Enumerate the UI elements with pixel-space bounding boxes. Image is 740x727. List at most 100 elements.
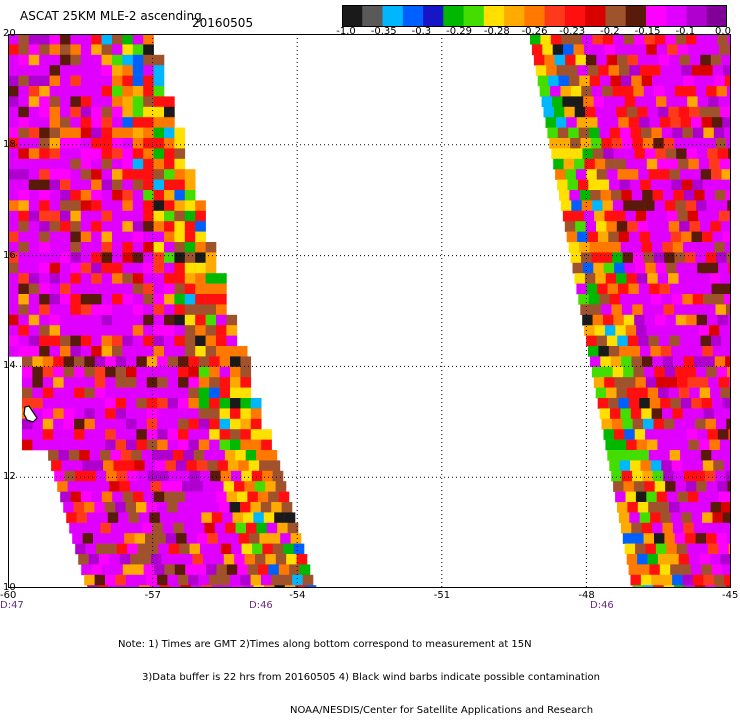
scatterometer-cell xyxy=(29,169,40,180)
scatterometer-cell xyxy=(608,398,619,409)
scatterometer-cell xyxy=(635,96,646,107)
scatterometer-cell xyxy=(574,44,585,55)
scatterometer-cell xyxy=(633,252,644,263)
scatterometer-cell xyxy=(60,263,71,274)
scatterometer-cell xyxy=(573,96,584,107)
scatterometer-cell xyxy=(185,252,196,263)
scatterometer-cell xyxy=(634,34,645,45)
scatterometer-cell xyxy=(143,232,154,243)
scatterometer-cell xyxy=(112,221,123,232)
scatterometer-cell xyxy=(83,533,94,544)
scatterometer-cell xyxy=(678,159,689,170)
scatterometer-cell xyxy=(95,367,106,378)
scatterometer-cell xyxy=(646,96,657,107)
scatterometer-cell xyxy=(237,492,248,503)
scatterometer-cell xyxy=(592,34,603,45)
scatterometer-cell xyxy=(161,554,172,565)
scatterometer-cell xyxy=(81,117,92,128)
scatterometer-cell xyxy=(133,294,144,305)
scatterometer-cell xyxy=(613,34,624,45)
scatterometer-cell xyxy=(175,564,186,575)
scatterometer-cell xyxy=(219,575,230,586)
scatterometer-cell xyxy=(29,263,40,274)
scatterometer-cell xyxy=(8,211,19,222)
scatterometer-cell xyxy=(8,346,19,357)
scatterometer-cell xyxy=(84,419,95,430)
scatterometer-cell xyxy=(50,76,61,87)
scatterometer-cell xyxy=(206,263,217,274)
scatterometer-cell xyxy=(677,377,688,388)
scatterometer-cell xyxy=(666,96,677,107)
scatterometer-cell xyxy=(105,356,116,367)
scatterometer-cell xyxy=(50,294,61,305)
scatterometer-cell xyxy=(610,128,621,139)
scatterometer-cell xyxy=(241,471,252,482)
scatterometer-cell xyxy=(679,107,690,118)
scatterometer-cell xyxy=(139,512,150,523)
scatterometer-cell xyxy=(8,107,19,118)
scatterometer-cell xyxy=(720,273,731,284)
scatterometer-cell xyxy=(126,367,137,378)
scatterometer-cell xyxy=(50,128,61,139)
scatterometer-cell xyxy=(81,346,92,357)
scatterometer-cell xyxy=(91,55,102,66)
scatterometer-cell xyxy=(29,190,40,201)
scatterometer-cell xyxy=(682,460,693,471)
scatterometer-cell xyxy=(32,356,43,367)
scatterometer-cell xyxy=(670,284,681,295)
scatterometer-cell xyxy=(705,138,716,149)
scatterometer-cell xyxy=(68,481,79,492)
scatterometer-cell xyxy=(122,273,133,284)
scatterometer-cell xyxy=(252,544,263,555)
scatterometer-cell xyxy=(637,554,648,565)
scatterometer-cell xyxy=(18,65,29,76)
scatterometer-cell xyxy=(29,55,40,66)
scatterometer-cell xyxy=(599,180,610,191)
scatterometer-cell xyxy=(70,169,81,180)
scatterometer-cell xyxy=(32,429,43,440)
scatterometer-cell xyxy=(102,273,113,284)
scatterometer-cell xyxy=(724,128,731,139)
scatterometer-cell xyxy=(136,367,147,378)
scatterometer-cell xyxy=(231,471,242,482)
scatterometer-cell xyxy=(185,336,196,347)
scatterometer-cell xyxy=(8,190,19,201)
scatterometer-cell xyxy=(122,159,133,170)
scatterometer-cell xyxy=(720,440,731,451)
scatterometer-cell xyxy=(619,65,630,76)
scatterometer-cell xyxy=(542,44,553,55)
x-tick-label: -51 xyxy=(434,590,450,601)
scatterometer-cell xyxy=(163,523,174,534)
scatterometer-cell xyxy=(199,388,210,399)
scatterometer-cell xyxy=(646,492,657,503)
scatterometer-cell xyxy=(81,159,92,170)
scatterometer-cell xyxy=(566,169,577,180)
scatterometer-cell xyxy=(679,554,690,565)
scatterometer-cell xyxy=(616,107,627,118)
scatterometer-cell xyxy=(102,564,113,575)
scatterometer-cell xyxy=(696,34,707,45)
scatterometer-cell xyxy=(237,346,248,357)
scatterometer-cell xyxy=(678,440,689,451)
scatterometer-cell xyxy=(691,117,702,128)
scatterometer-cell xyxy=(624,429,635,440)
scatterometer-cell xyxy=(240,575,251,586)
scatterometer-cell xyxy=(680,284,691,295)
scatterometer-cell xyxy=(102,304,113,315)
scatterometer-cell xyxy=(89,554,100,565)
scatterometer-cell xyxy=(116,429,127,440)
scatterometer-cell xyxy=(603,200,614,211)
scatterometer-cell xyxy=(650,346,661,357)
scatterometer-cell xyxy=(195,211,206,222)
scatterometer-cell xyxy=(39,76,50,87)
scatterometer-cell xyxy=(685,86,696,97)
scatterometer-cell xyxy=(253,512,264,523)
colorbar-swatch xyxy=(666,5,687,27)
scatterometer-cell xyxy=(601,190,612,201)
scatterometer-cell xyxy=(719,377,730,388)
scatterometer-cell xyxy=(687,96,698,107)
scatterometer-cell xyxy=(672,128,683,139)
scatterometer-cell xyxy=(238,460,249,471)
scatterometer-cell xyxy=(230,502,241,513)
scatterometer-cell xyxy=(659,502,670,513)
